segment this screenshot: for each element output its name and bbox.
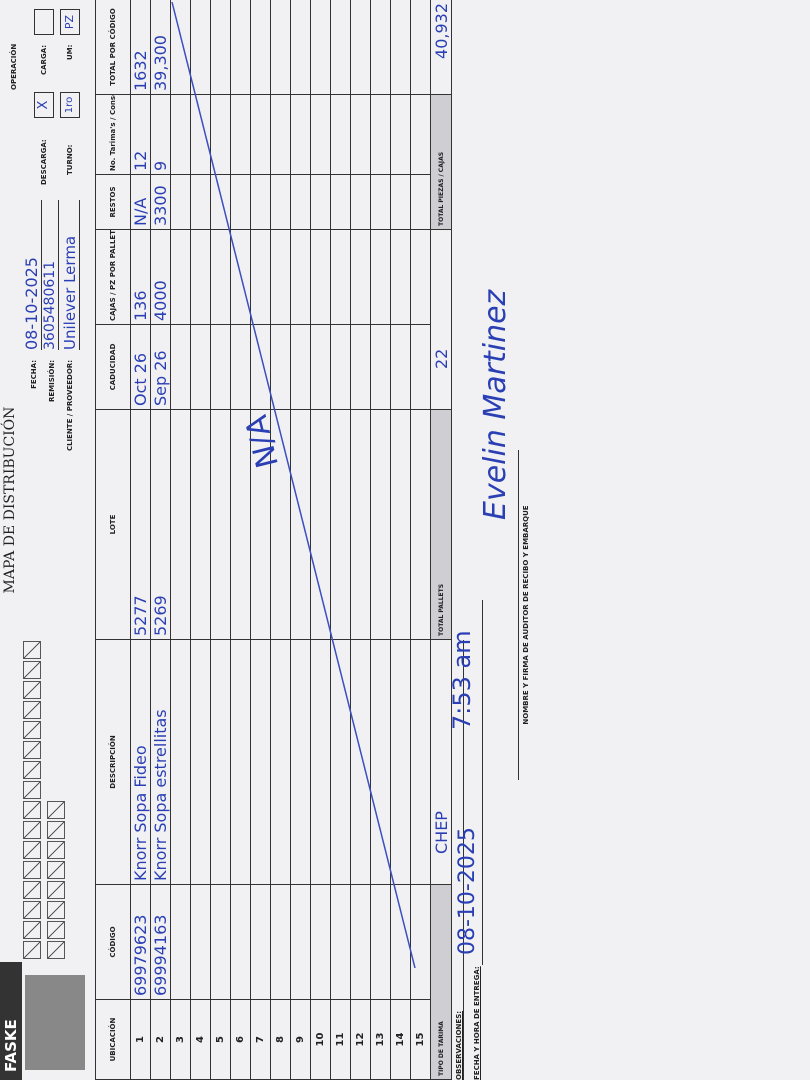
entrega-hora: 7:53 am	[448, 630, 476, 730]
fecha-hora-label: FECHA Y HORA DE ENTREGA:	[473, 966, 481, 1080]
firma-label: NOMBRE Y FIRMA DE AUDITOR DE RECIBO Y EM…	[522, 505, 530, 725]
signature-line	[518, 450, 519, 780]
auditor-name: Evelin Martinez	[478, 289, 513, 520]
entrega-fecha: 08-10-2025	[455, 827, 480, 955]
fecha-hora-line	[482, 600, 483, 965]
cross-out-line	[171, 1, 416, 969]
